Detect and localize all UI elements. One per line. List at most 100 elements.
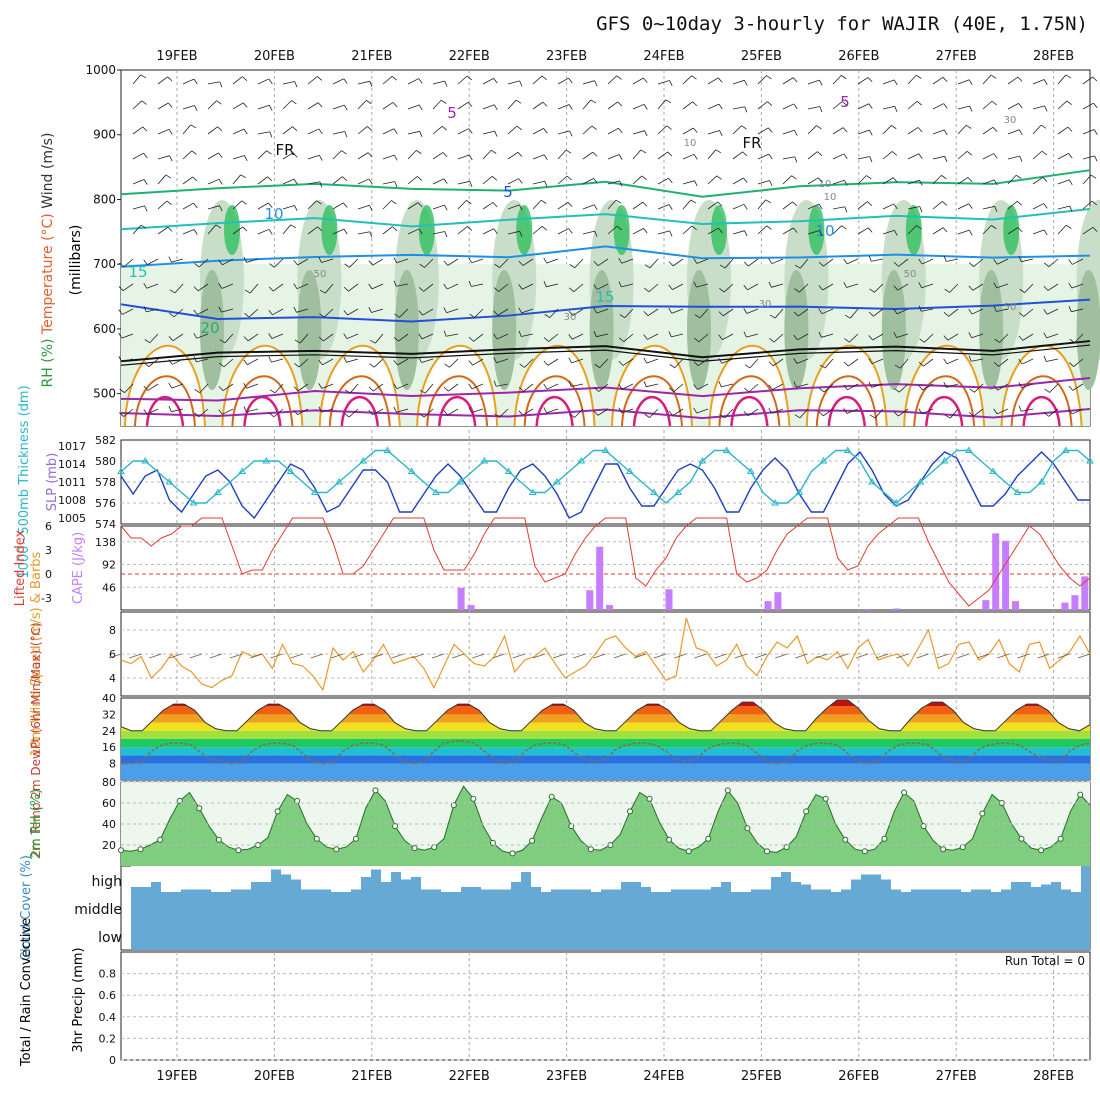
wind-barb bbox=[432, 99, 442, 110]
wind-barb-flag bbox=[368, 409, 373, 416]
wind-barb-flag bbox=[268, 333, 273, 339]
cloud-gap bbox=[491, 866, 501, 890]
wind-barb bbox=[932, 155, 945, 160]
wind-barb-flag bbox=[892, 151, 898, 156]
wind-barb bbox=[446, 333, 459, 337]
precip-tick: 0.6 bbox=[99, 989, 117, 1002]
wind-barb-flag bbox=[444, 80, 448, 87]
air-ylabel-right: (millibars) bbox=[68, 225, 84, 296]
cloud-gap bbox=[441, 866, 451, 892]
date-label-bottom: 25FEB bbox=[741, 1069, 782, 1084]
wind-barb bbox=[632, 201, 644, 210]
wind-barb bbox=[496, 333, 509, 340]
cloud-gap bbox=[291, 866, 301, 880]
wind-barb bbox=[557, 175, 568, 185]
wind-barb bbox=[346, 358, 359, 363]
wind-barb bbox=[848, 333, 859, 343]
wind-barb-flag bbox=[1015, 174, 1022, 179]
wind-barb-flag bbox=[190, 124, 197, 129]
wind-barb-flag bbox=[868, 311, 874, 317]
wind-barb bbox=[448, 383, 459, 392]
wind-barb bbox=[482, 175, 493, 185]
wind-barb bbox=[299, 333, 309, 344]
wind-barb bbox=[898, 258, 909, 267]
wind-barb bbox=[296, 308, 309, 313]
wind-barb-flag bbox=[593, 387, 599, 392]
rh-point bbox=[920, 823, 927, 830]
thickness-point bbox=[432, 488, 440, 495]
wind-barb bbox=[607, 180, 620, 185]
slp-tick: 1005 bbox=[58, 512, 86, 525]
wind-barb bbox=[457, 75, 468, 85]
wind-barb bbox=[471, 383, 484, 390]
wind-barb bbox=[382, 154, 395, 160]
wind-barb-flag bbox=[318, 256, 322, 263]
cloud-gap bbox=[401, 866, 411, 880]
wind-barb bbox=[846, 408, 859, 414]
wind-barb-flag bbox=[169, 289, 176, 294]
wind-barb bbox=[782, 103, 795, 110]
wind-barb bbox=[722, 308, 734, 317]
wind-barb-flag bbox=[744, 230, 748, 237]
thickness-point bbox=[989, 467, 997, 474]
wind-barb-flag bbox=[494, 130, 498, 137]
cape-bar bbox=[586, 590, 594, 610]
surface-wind-barb bbox=[956, 653, 970, 659]
wind-barb-flag bbox=[618, 257, 623, 264]
wind-barb-flag bbox=[268, 309, 273, 316]
wind-barb-flag bbox=[1042, 177, 1048, 182]
wind-barb-flag bbox=[168, 382, 173, 389]
wind-barb-flag bbox=[419, 413, 425, 418]
wind-barb-flag bbox=[619, 180, 623, 187]
wind-barb bbox=[521, 308, 534, 314]
wind-barb bbox=[982, 225, 992, 235]
wind-barb-flag bbox=[1043, 203, 1048, 209]
wind-barb-flag bbox=[293, 409, 298, 415]
wind-barb-flag bbox=[691, 75, 697, 80]
wind-barb-flag bbox=[766, 225, 772, 230]
wind-barb-flag bbox=[193, 412, 200, 418]
wind-barb-flag bbox=[444, 363, 450, 368]
wind-barb bbox=[282, 178, 295, 185]
wind-barb-flag bbox=[493, 333, 498, 340]
wind-barb bbox=[357, 231, 370, 235]
wind-barb-flag bbox=[1068, 408, 1073, 415]
cloud-gap bbox=[531, 866, 541, 887]
wind-barb bbox=[546, 258, 559, 264]
wind-barb-flag bbox=[1066, 100, 1072, 105]
cloud-gap bbox=[721, 866, 731, 882]
wind-barb-flag bbox=[817, 151, 823, 156]
isotherm-FR-double bbox=[120, 344, 1091, 366]
cloud-gap bbox=[371, 866, 381, 870]
wind-barb-flag bbox=[543, 281, 547, 287]
wind-barb-flag bbox=[591, 125, 597, 130]
cloud-gap bbox=[1061, 866, 1071, 890]
wind-barb-flag bbox=[792, 201, 798, 207]
wind-barb-flag bbox=[393, 383, 398, 389]
wind-barb bbox=[949, 408, 959, 419]
wind-barb-flag bbox=[493, 357, 497, 363]
surface-wind-barb bbox=[593, 653, 606, 659]
wind-barb bbox=[782, 227, 794, 235]
wind-barb bbox=[607, 225, 618, 235]
wind-barb bbox=[457, 154, 470, 160]
wind-barb-flag bbox=[144, 339, 151, 344]
wind-barb-flag bbox=[118, 332, 123, 339]
cloud-gap bbox=[421, 866, 431, 890]
cloud-gap bbox=[331, 866, 341, 892]
wind-barb bbox=[672, 283, 684, 290]
wind-barb bbox=[432, 80, 445, 85]
rh-point bbox=[176, 797, 183, 804]
wind-barb-flag bbox=[918, 153, 923, 159]
wind-barb bbox=[907, 100, 918, 110]
wind-barb-flag bbox=[369, 339, 376, 344]
cloud-gap bbox=[1031, 866, 1041, 887]
wind-barb-flag bbox=[717, 201, 723, 207]
wind-barb-flag bbox=[493, 228, 498, 234]
wind-barb-flag bbox=[592, 151, 598, 157]
thickness-point bbox=[1037, 478, 1046, 485]
rh-point bbox=[470, 795, 477, 802]
wind-barb bbox=[132, 152, 144, 160]
wind-barb-flag bbox=[718, 227, 723, 234]
wind-barb-flag bbox=[768, 153, 773, 160]
